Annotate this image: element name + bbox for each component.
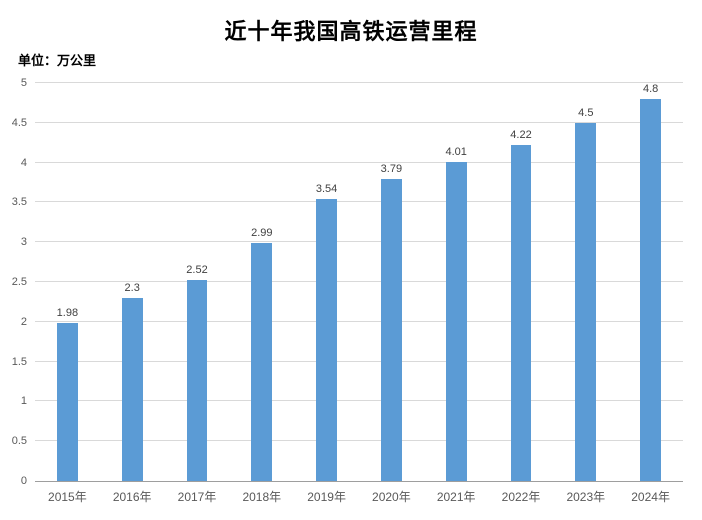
x-axis-tick-label: 2020年 xyxy=(372,490,411,504)
bar xyxy=(316,199,337,481)
y-axis-tick-label: 4.5 xyxy=(11,116,27,129)
x-axis-tick-label: 2024年 xyxy=(631,490,670,504)
y-axis-tick-label: 3 xyxy=(20,236,27,249)
bar xyxy=(186,280,208,481)
gridline xyxy=(35,320,683,322)
bar-value-label: 2.52 xyxy=(186,264,208,277)
gridline xyxy=(35,121,683,123)
plot-area: 0 0.5 1 1.5 2 2.5 3 3.5 4 4.5 5 1.98 2015年 2.3 2016年 2.… xyxy=(12,77,683,504)
gridline xyxy=(35,241,683,243)
gridline xyxy=(35,281,683,282)
x-axis-tick-label: 2016年 xyxy=(112,490,152,504)
bar xyxy=(381,179,402,481)
bar xyxy=(575,122,597,481)
bar-value-label: 4.5 xyxy=(578,106,594,119)
y-axis-tick-label: 3.5 xyxy=(11,196,27,209)
bar-value-label: 1.98 xyxy=(56,307,79,320)
bar xyxy=(640,98,661,481)
gridline xyxy=(35,161,683,163)
y-axis-tick-label: 5 xyxy=(20,77,27,89)
y-axis-tick-label: 1.5 xyxy=(11,355,27,368)
y-axis-tick-label: 4 xyxy=(20,156,27,169)
bar xyxy=(121,297,143,481)
bar-value-label: 2.3 xyxy=(124,281,140,294)
x-axis-tick-label: 2022年 xyxy=(501,490,541,504)
x-axis-tick-label: 2018年 xyxy=(242,490,282,504)
y-axis-tick-label: 2 xyxy=(20,315,27,328)
gridline xyxy=(35,82,683,83)
gridline xyxy=(35,440,683,442)
y-axis-tick-label: 2.5 xyxy=(11,276,27,288)
bar-value-label: 3.79 xyxy=(380,163,403,176)
bar-value-label: 2.99 xyxy=(251,226,273,239)
bar-value-label: 4.22 xyxy=(510,129,532,142)
bar-value-label: 4.01 xyxy=(445,145,467,158)
bar xyxy=(445,161,467,481)
gridline xyxy=(35,201,683,203)
y-axis-tick-label: 0 xyxy=(20,475,27,487)
x-axis-tick-label: 2023年 xyxy=(566,490,606,504)
x-axis-tick-label: 2021年 xyxy=(436,490,476,504)
bar-value-label: 4.8 xyxy=(642,82,659,95)
x-axis-tick-label: 2019年 xyxy=(307,490,346,504)
bar-value-label: 3.54 xyxy=(315,183,338,196)
x-axis-tick-label: 2015年 xyxy=(48,490,87,504)
gridline xyxy=(35,400,683,402)
bar xyxy=(510,145,532,481)
gridline xyxy=(35,360,683,362)
unit-label: 单位：万公里 xyxy=(18,53,97,68)
bar xyxy=(57,323,78,481)
y-axis-tick-label: 1 xyxy=(20,395,27,408)
bar xyxy=(251,243,273,481)
x-axis-line xyxy=(35,481,683,482)
chart-title: 近十年我国高铁运营里程 xyxy=(224,19,478,45)
y-axis-tick-label: 0.5 xyxy=(11,435,27,448)
x-axis-tick-label: 2017年 xyxy=(177,490,217,504)
